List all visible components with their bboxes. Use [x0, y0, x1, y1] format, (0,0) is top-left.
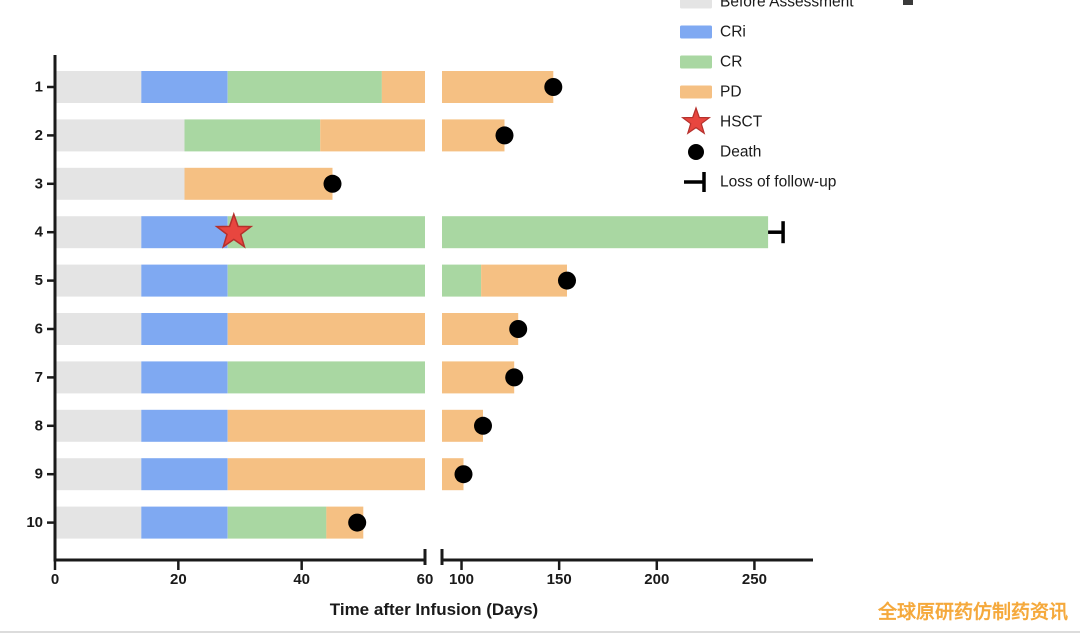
bar-segment-before-assessment — [55, 119, 185, 152]
row-label: 3 — [35, 175, 43, 192]
legend-label: CRi — [720, 24, 746, 41]
row-label: 1 — [35, 79, 43, 96]
bar-segment-before-assessment — [55, 361, 142, 394]
bar-segment-before-assessment — [55, 458, 142, 491]
death-marker — [505, 368, 524, 387]
bar-segment-cri — [141, 216, 228, 249]
bar-segment-before-assessment — [55, 264, 142, 297]
bar-segment-before-assessment — [55, 216, 142, 249]
death-marker — [474, 416, 492, 435]
death-marker — [323, 174, 342, 193]
x-tick-label: 150 — [547, 571, 572, 588]
legend-label: PD — [720, 84, 742, 101]
bar-segment-before-assessment — [55, 167, 185, 200]
bar-segment-cri — [141, 264, 228, 297]
row-label: 2 — [35, 127, 43, 144]
bar-segment-cri — [141, 409, 228, 442]
bar-segment-cr — [227, 361, 425, 394]
row-label: 5 — [35, 272, 43, 289]
bar-segment-pd — [320, 119, 425, 152]
bar-segment-pd — [227, 409, 425, 442]
bar-segment-cr — [227, 71, 382, 103]
row-label: 6 — [35, 321, 43, 338]
bar-segment-pd — [442, 361, 515, 394]
x-axis-title: Time after Infusion (Days) — [330, 600, 538, 619]
bar-segment-cr — [227, 264, 425, 297]
row-label: 9 — [35, 466, 43, 483]
row-label: 4 — [35, 224, 44, 241]
bar-segment-cri — [141, 506, 228, 539]
bar-segment-cr — [227, 216, 425, 249]
legend-swatch-pd — [680, 85, 712, 99]
legend-swatch-cr — [680, 55, 712, 69]
bottom-divider — [0, 631, 1080, 633]
top-edge-artifact — [903, 0, 913, 5]
legend-death-dot-icon — [688, 144, 704, 160]
death-marker — [558, 271, 576, 290]
bar-segment-pd — [442, 119, 505, 152]
legend-label: Loss of follow-up — [720, 174, 836, 191]
x-tick-label: 40 — [293, 571, 310, 588]
hsct-star-marker — [214, 211, 254, 249]
legend-label: HSCT — [720, 114, 763, 131]
x-tick-label: 20 — [170, 571, 187, 588]
bar-segment-cri — [141, 458, 228, 491]
bar-segment-pd — [227, 313, 425, 345]
bar-segment-cr — [184, 119, 321, 152]
death-marker — [454, 465, 473, 484]
death-marker — [495, 126, 514, 145]
legend-label: CR — [720, 54, 742, 71]
bar-segment-cri — [141, 361, 228, 394]
row-label: 10 — [26, 514, 43, 531]
bar-segment-before-assessment — [55, 71, 142, 103]
bar-segment-pd — [381, 71, 425, 103]
bar-segment-pd — [227, 458, 425, 491]
x-tick-label: 60 — [417, 571, 434, 588]
death-marker — [544, 78, 563, 96]
legend-swatch-cri — [680, 25, 712, 39]
bar-segment-cr — [227, 506, 327, 539]
row-label: 7 — [35, 369, 43, 386]
x-tick-label: 200 — [644, 571, 669, 588]
legend-label: Before Assessment — [720, 0, 854, 11]
bar-segment-cr — [442, 216, 769, 249]
bar-segment-cri — [141, 313, 228, 345]
legend-label: Death — [720, 144, 761, 161]
bar-segment-pd — [481, 264, 567, 297]
x-tick-label: 0 — [51, 571, 59, 588]
legend-hsct-star-icon — [680, 106, 712, 135]
bar-segment-before-assessment — [55, 409, 142, 442]
bar-segment-pd — [442, 458, 464, 491]
bar-segment-cr — [442, 264, 482, 297]
bar-segment-pd — [442, 313, 519, 345]
x-tick-label: 250 — [742, 571, 767, 588]
bar-segment-before-assessment — [55, 313, 142, 345]
x-tick-label: 100 — [449, 571, 474, 588]
watermark-text: 全球原研药仿制药资讯 — [878, 602, 1069, 623]
bar-segment-pd — [184, 167, 333, 200]
bar-segment-before-assessment — [55, 506, 142, 539]
bar-segment-cri — [141, 71, 228, 103]
death-marker — [509, 320, 528, 338]
death-marker — [348, 513, 367, 532]
legend-swatch-before-assessment — [680, 0, 712, 9]
bar-segment-pd — [442, 71, 554, 103]
row-label: 8 — [35, 417, 43, 434]
